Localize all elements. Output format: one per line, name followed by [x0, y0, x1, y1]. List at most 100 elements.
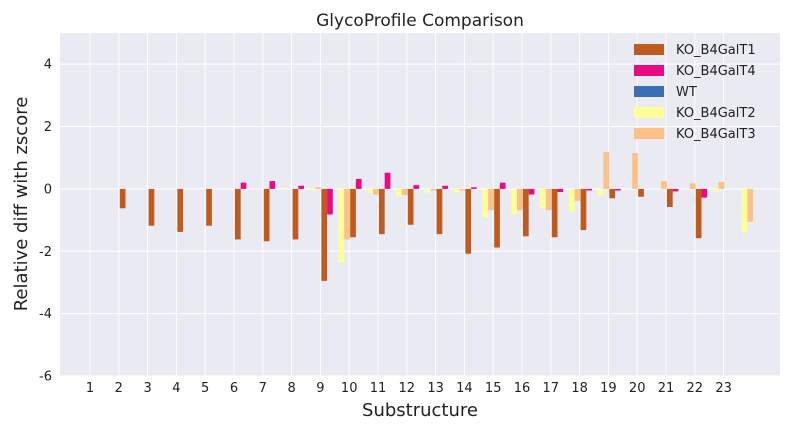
bar-KO_B4GalT2-7	[280, 188, 287, 190]
bar-KO_B4GalT4-6	[240, 182, 247, 189]
x-tick-label: 22	[687, 381, 704, 396]
bar-KO_B4GalT1-12	[407, 188, 414, 225]
bar-KO_B4GalT4-22	[701, 188, 708, 198]
y-axis-title: Relative diff with zscore	[11, 97, 32, 312]
legend-label: WT	[676, 85, 697, 100]
bar-KO_B4GalT3-21	[689, 183, 696, 189]
bar-KO_B4GalT2-12	[424, 188, 431, 193]
bar-KO_B4GalT1-19	[609, 188, 616, 199]
x-tick-label: 14	[456, 381, 473, 396]
legend-swatch	[634, 86, 664, 97]
bar-KO_B4GalT3-20	[661, 181, 667, 189]
x-tick-label: 8	[287, 381, 295, 396]
y-tick-label: 2	[44, 120, 52, 135]
bar-KO_B4GalT1-17	[551, 188, 558, 238]
bar-KO_B4GalT2-17	[568, 188, 575, 212]
bar-KO_B4GalT4-8	[298, 185, 304, 189]
x-tick-label: 7	[259, 381, 267, 396]
legend-label: KO_B4GalT4	[676, 64, 756, 79]
x-tick-label: 18	[571, 381, 588, 396]
bar-KO_B4GalT2-8	[309, 188, 316, 191]
x-tick-label: 1	[86, 381, 94, 396]
bar-KO_B4GalT1-8	[292, 188, 299, 240]
legend-swatch	[634, 65, 664, 76]
bar-KO_B4GalT2-14	[482, 188, 489, 218]
x-axis-title: Substructure	[362, 400, 478, 421]
y-tick-labels: -6 -4 -2 0 2 4	[39, 58, 52, 385]
x-tick-label: 13	[427, 381, 444, 396]
bar-KO_B4GalT3-8	[315, 187, 322, 189]
bar-KO_B4GalT3-19	[632, 153, 638, 189]
bar-KO_B4GalT2-23	[741, 188, 748, 233]
bar-KO_B4GalT3-23	[747, 188, 754, 222]
x-tick-label: 16	[514, 381, 531, 396]
bar-KO_B4GalT4-10	[355, 178, 362, 189]
bar-KO_B4GalT2-22	[712, 188, 719, 193]
bar-KO_B4GalT1-5	[206, 188, 212, 226]
legend-swatch	[634, 44, 664, 55]
bar-KO_B4GalT4-21	[672, 188, 679, 192]
x-tick-label: 19	[600, 381, 617, 396]
y-tick-label: -4	[39, 307, 52, 322]
bar-KO_B4GalT3-11	[401, 188, 408, 196]
bar-KO_B4GalT4-14	[471, 187, 477, 189]
legend-label: KO_B4GalT1	[676, 43, 756, 58]
bar-KO_B4GalT3-14	[488, 188, 494, 211]
legend: KO_B4GalT1 KO_B4GalT4 WT KO_B4GalT2 KO_B4Gal…	[634, 43, 756, 142]
legend-label: KO_B4GalT2	[676, 106, 756, 121]
bar-KO_B4GalT1-22	[695, 188, 702, 239]
bar-KO_B4GalT2-9	[338, 188, 345, 263]
bar-KO_B4GalT1-15	[494, 188, 500, 248]
bar-KO_B4GalT4-13	[442, 185, 448, 189]
bar-KO_B4GalT1-10	[350, 188, 356, 238]
bar-KO_B4GalT2-18	[597, 188, 604, 196]
bar-KO_B4GalT3-9	[344, 188, 350, 240]
x-tick-label: 23	[715, 381, 732, 396]
bar-KO_B4GalT1-16	[523, 188, 529, 237]
bar-KO_B4GalT1-14	[465, 188, 472, 254]
bar-KO_B4GalT4-12	[413, 185, 420, 189]
bar-KO_B4GalT2-15	[511, 188, 517, 215]
x-tick-label: 21	[658, 381, 675, 396]
x-tick-label: 11	[370, 381, 387, 396]
x-tick-label: 10	[341, 381, 358, 396]
bar-KO_B4GalT1-6	[235, 188, 241, 240]
bar-KO_B4GalT4-17	[557, 188, 564, 193]
bar-KO_B4GalT3-18	[603, 152, 610, 189]
x-tick-label: 15	[485, 381, 502, 396]
bar-KO_B4GalT3-16	[545, 188, 552, 211]
bar-KO_B4GalT4-19	[615, 188, 621, 191]
bar-KO_B4GalT4-18	[586, 188, 592, 191]
bar-KO_B4GalT3-22	[718, 182, 725, 189]
x-tick-label: 17	[543, 381, 560, 396]
bar-KO_B4GalT1-18	[580, 188, 587, 231]
y-tick-label: 0	[44, 182, 52, 197]
bar-KO_B4GalT1-4	[177, 188, 184, 232]
bar-KO_B4GalT4-16	[528, 188, 535, 195]
x-tick-label: 6	[230, 381, 238, 396]
bar-KO_B4GalT4-9	[327, 188, 333, 215]
bar-KO_B4GalT1-13	[436, 188, 443, 235]
bar-KO_B4GalT1-11	[379, 188, 385, 235]
x-tick-label: 4	[172, 381, 180, 396]
y-tick-label: 4	[44, 58, 52, 73]
chart-title: GlycoProfile Comparison	[316, 11, 524, 31]
bar-KO_B4GalT2-10	[367, 188, 373, 193]
bar-KO_B4GalT4-7	[269, 181, 276, 189]
bar-KO_B4GalT2-6	[252, 188, 258, 189]
y-tick-label: -2	[39, 245, 52, 260]
bar-KO_B4GalT4-15	[499, 182, 506, 189]
bar-KO_B4GalT3-10	[373, 188, 379, 195]
bar-KO_B4GalT3-15	[517, 188, 523, 211]
x-tick-label: 12	[399, 381, 416, 396]
legend-label: KO_B4GalT3	[676, 127, 756, 142]
bar-KO_B4GalT1-21	[667, 188, 673, 207]
bar-KO_B4GalT1-7	[263, 188, 270, 242]
bars	[91, 152, 754, 281]
bar-KO_B4GalT4-11	[384, 172, 391, 189]
bar-KO_B4GalT3-17	[574, 188, 581, 201]
x-tick-label: 20	[629, 381, 646, 396]
bar-KO_B4GalT3-13	[459, 188, 466, 191]
x-tick-labels: 1 2 3 4 5 6 7 8 9 10 11 12 13 14 15 16 17 18 19 20 21 22 23	[86, 381, 732, 396]
